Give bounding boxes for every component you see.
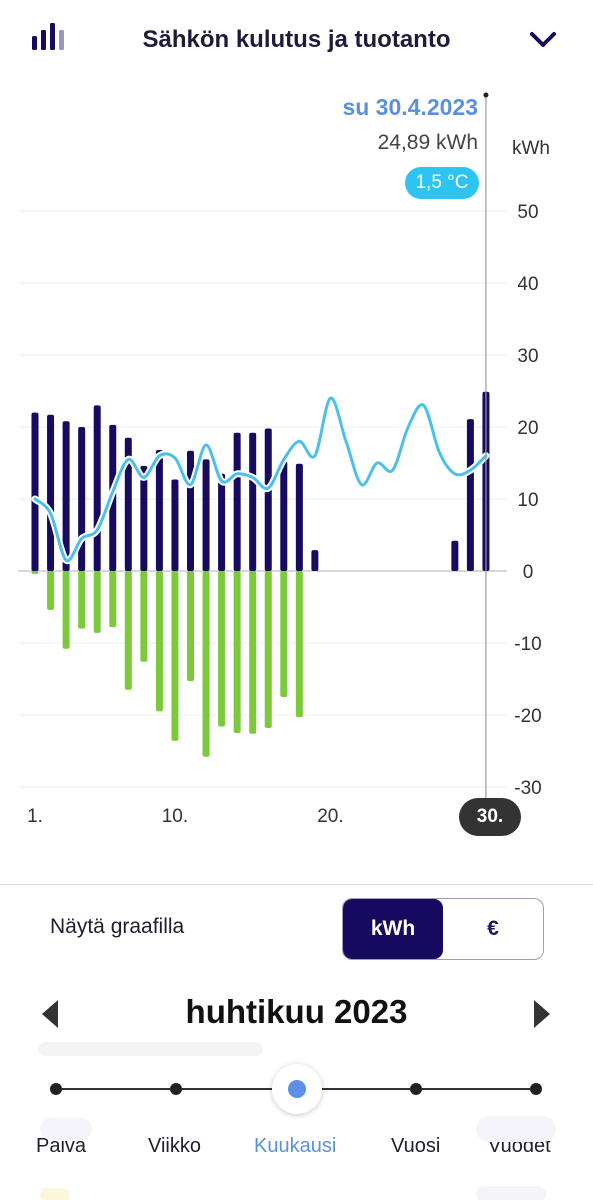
x-tick-label: 1. bbox=[27, 806, 43, 827]
consumption-bar bbox=[295, 463, 303, 571]
faded-background-element bbox=[40, 1188, 70, 1200]
temperature-line bbox=[33, 396, 488, 563]
faded-background-element bbox=[476, 1186, 546, 1200]
consumption-bar bbox=[124, 437, 132, 571]
toggle-kwh[interactable]: kWh bbox=[343, 899, 443, 959]
toggle-euro[interactable]: € bbox=[487, 917, 499, 940]
y-tick-label: 20 bbox=[517, 418, 538, 439]
consumption-bar bbox=[155, 450, 163, 571]
consumption-bar bbox=[62, 421, 70, 571]
granularity-week[interactable]: Viikko bbox=[148, 1135, 201, 1157]
granularity-month[interactable]: Kuukausi bbox=[254, 1135, 337, 1157]
y-tick-label: 10 bbox=[517, 490, 538, 511]
production-bar bbox=[31, 571, 39, 574]
temperature-line-halo bbox=[31, 394, 490, 565]
faded-background-row bbox=[38, 1042, 263, 1056]
chevron-down-icon[interactable] bbox=[528, 28, 558, 52]
production-bar bbox=[155, 571, 163, 712]
y-tick-label: 50 bbox=[517, 202, 538, 223]
production-bar bbox=[218, 571, 226, 727]
granularity-day[interactable]: Päivä bbox=[36, 1135, 87, 1157]
x-tick-label: 10. bbox=[162, 806, 188, 827]
production-bar bbox=[187, 571, 194, 682]
consumption-bar bbox=[93, 405, 101, 571]
production-bar bbox=[78, 571, 86, 629]
production-bar bbox=[109, 571, 117, 628]
consumption-bar bbox=[202, 459, 210, 571]
tooltip-date: su 30.4.2023 bbox=[342, 94, 478, 120]
consumption-bar bbox=[31, 412, 39, 571]
granularity-year[interactable]: Vuosi bbox=[391, 1135, 441, 1157]
production-bar bbox=[249, 571, 257, 734]
y-tick-label: -10 bbox=[514, 634, 541, 655]
slider-knob[interactable] bbox=[272, 1064, 322, 1114]
chevron-right-icon[interactable] bbox=[528, 996, 556, 1032]
chevron-left-icon[interactable] bbox=[36, 996, 64, 1032]
y-tick-label: 40 bbox=[517, 274, 538, 295]
faded-background-element bbox=[40, 1118, 92, 1140]
slider-stop-day[interactable] bbox=[50, 1083, 62, 1095]
consumption-bar bbox=[171, 479, 179, 571]
x-tick-label: 20. bbox=[317, 806, 343, 827]
consumption-bar bbox=[249, 432, 257, 571]
consumption-bar bbox=[264, 428, 272, 571]
bar-chart-icon[interactable] bbox=[30, 22, 66, 52]
granularity-slider[interactable] bbox=[0, 1060, 593, 1140]
selection-marker bbox=[483, 92, 489, 98]
show-on-chart-label: Näytä graafilla bbox=[50, 915, 185, 938]
consumption-bar bbox=[187, 450, 194, 571]
production-bar bbox=[233, 571, 241, 733]
production-bar bbox=[47, 571, 55, 610]
production-bar bbox=[62, 571, 70, 649]
consumption-bar bbox=[280, 461, 288, 571]
y-tick-label: 30 bbox=[517, 346, 538, 367]
consumption-bar bbox=[466, 419, 474, 571]
consumption-bar bbox=[311, 550, 319, 571]
consumption-bar bbox=[451, 540, 459, 571]
slider-stop-week[interactable] bbox=[170, 1083, 182, 1095]
faded-background-element bbox=[476, 1116, 556, 1142]
consumption-chart[interactable]: 50 40 30 20 10 0 -10 -20 -30 1. 10. 20. bbox=[0, 80, 593, 860]
page-title: Sähkön kulutus ja tuotanto bbox=[142, 26, 451, 53]
production-bar bbox=[280, 571, 288, 697]
production-bar bbox=[264, 571, 272, 728]
y-tick-label: 0 bbox=[523, 562, 534, 583]
production-bar bbox=[124, 571, 132, 690]
y-axis-unit: kWh bbox=[512, 138, 550, 159]
slider-stop-year[interactable] bbox=[410, 1083, 422, 1095]
tooltip-temperature-badge: 1,5 °C bbox=[405, 167, 479, 199]
consumption-bar bbox=[47, 414, 55, 571]
slider-stop-years[interactable] bbox=[530, 1083, 542, 1095]
header: Sähkön kulutus ja tuotanto bbox=[0, 0, 593, 80]
y-tick-label: -20 bbox=[514, 706, 541, 727]
production-bar bbox=[295, 571, 303, 718]
unit-toggle[interactable]: kWh € bbox=[342, 898, 544, 960]
consumption-bar bbox=[218, 473, 226, 571]
y-tick-label: -30 bbox=[514, 778, 541, 799]
consumption-bar bbox=[140, 465, 148, 571]
period-title: huhtikuu 2023 bbox=[185, 993, 408, 1030]
production-bar bbox=[93, 571, 101, 633]
tooltip-value: 24,89 kWh bbox=[377, 131, 478, 154]
production-bar bbox=[202, 571, 210, 757]
production-bar bbox=[171, 571, 179, 741]
consumption-bar bbox=[233, 432, 241, 571]
selected-day-pill[interactable]: 30. bbox=[459, 798, 521, 836]
production-bar bbox=[140, 571, 148, 662]
divider bbox=[0, 884, 593, 885]
